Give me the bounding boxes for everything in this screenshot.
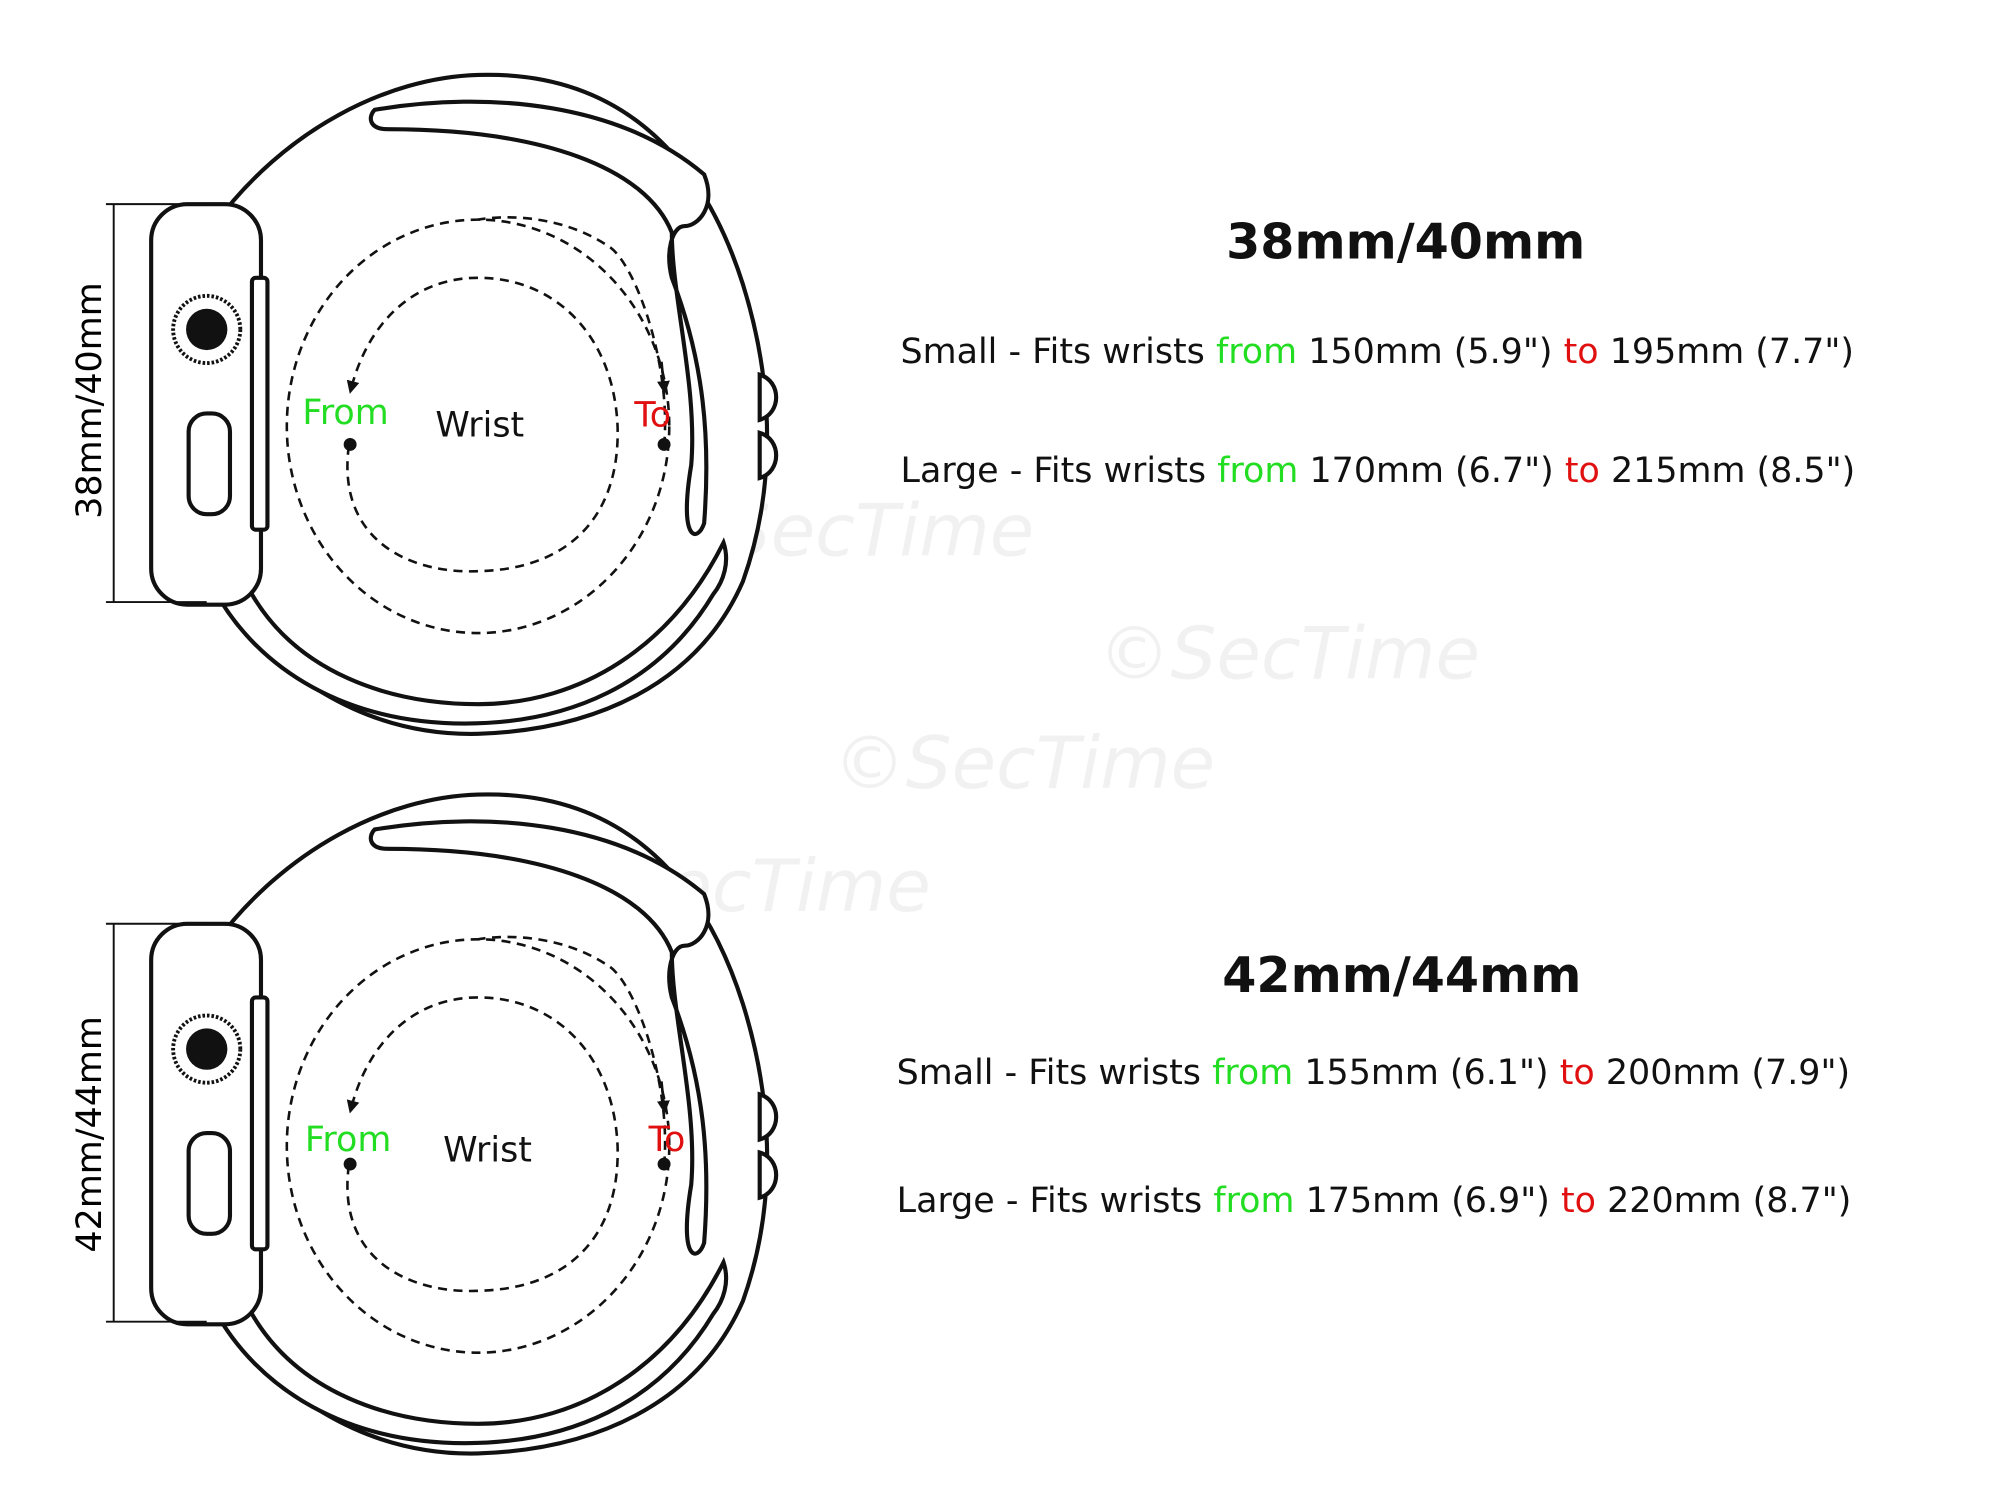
size-heading: 42mm/44mm — [1222, 946, 1581, 1004]
from-label: From — [302, 393, 388, 433]
case-size-label: 42mm/44mm — [70, 1016, 110, 1252]
case-size-label: 38mm/40mm — [70, 282, 110, 518]
from-label: From — [305, 1120, 391, 1160]
wrist-label: Wrist — [435, 406, 524, 446]
size-info-38-40: 38mm/40mm Small - Fits wrists from 150mm… — [901, 212, 1856, 491]
watch-diagram-42-44: 42mm/44mm From Wrist To — [70, 794, 776, 1453]
watermark: ©SecTime — [1098, 612, 1480, 696]
size-row-small: Small - Fits wrists from 150mm (5.9") to… — [901, 332, 1855, 372]
to-label: To — [633, 395, 671, 435]
watermark: ©SecTime — [833, 722, 1215, 806]
size-row-large: Large - Fits wrists from 170mm (6.7") to… — [901, 451, 1856, 491]
wrist-label: Wrist — [443, 1130, 532, 1170]
to-label: To — [648, 1120, 686, 1160]
size-info-42-44: 42mm/44mm Small - Fits wrists from 155mm… — [897, 946, 1852, 1221]
watch-diagram-38-40: 38mm/40mm From Wrist To — [70, 75, 776, 734]
size-row-small: Small - Fits wrists from 155mm (6.1") to… — [897, 1053, 1851, 1093]
size-heading: 38mm/40mm — [1226, 212, 1585, 270]
size-row-large: Large - Fits wrists from 175mm (6.9") to… — [897, 1181, 1852, 1221]
